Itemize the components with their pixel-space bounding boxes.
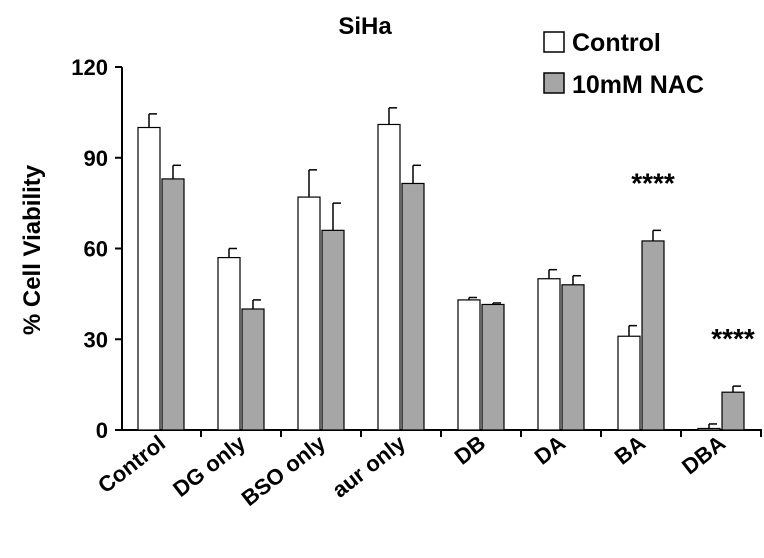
- significance-annotation: ****: [631, 167, 675, 198]
- bar-aur-only-nac: [401, 182, 425, 431]
- bar-dg-only-control: [217, 256, 241, 431]
- legend: Control 10mM NAC: [543, 29, 704, 99]
- bar-dba-nac: [721, 391, 745, 431]
- bar-bso-only-control: [297, 196, 321, 431]
- y-tick-label: 60: [84, 237, 108, 262]
- legend-label-nac: 10mM NAC: [572, 71, 704, 99]
- bar-aur-only-control: [377, 123, 401, 431]
- bar-da-control: [537, 278, 561, 431]
- bar-bso-only-nac: [321, 229, 345, 431]
- bar-db-control: [457, 299, 481, 431]
- category-label: DA: [530, 430, 571, 469]
- category-label: BSO only: [237, 430, 331, 511]
- y-tick-label: 0: [96, 418, 108, 443]
- bar-control-nac: [161, 178, 185, 431]
- bar-dba-control: [697, 427, 721, 431]
- category-label: aur only: [327, 430, 410, 503]
- bar-da-nac: [561, 284, 585, 431]
- y-tick-label: 120: [71, 55, 108, 80]
- legend-swatch-nac: [543, 72, 565, 94]
- bar-ba-nac: [641, 240, 665, 431]
- bar-dg-only-nac: [241, 308, 265, 431]
- bar-ba-control: [617, 335, 641, 431]
- significance-annotation: ****: [711, 323, 755, 354]
- y-tick-label: 30: [84, 327, 108, 352]
- y-axis-label: % Cell Viability: [19, 164, 46, 335]
- bar-db-nac: [481, 303, 505, 431]
- category-label: DB: [450, 430, 490, 469]
- category-label: DBA: [677, 430, 730, 479]
- legend-label-control: Control: [572, 29, 661, 57]
- bar-control-control: [137, 126, 161, 431]
- chart-title: SiHa: [338, 13, 392, 40]
- y-tick-label: 90: [84, 146, 108, 171]
- category-label: BA: [610, 430, 651, 469]
- legend-swatch-control: [543, 31, 565, 53]
